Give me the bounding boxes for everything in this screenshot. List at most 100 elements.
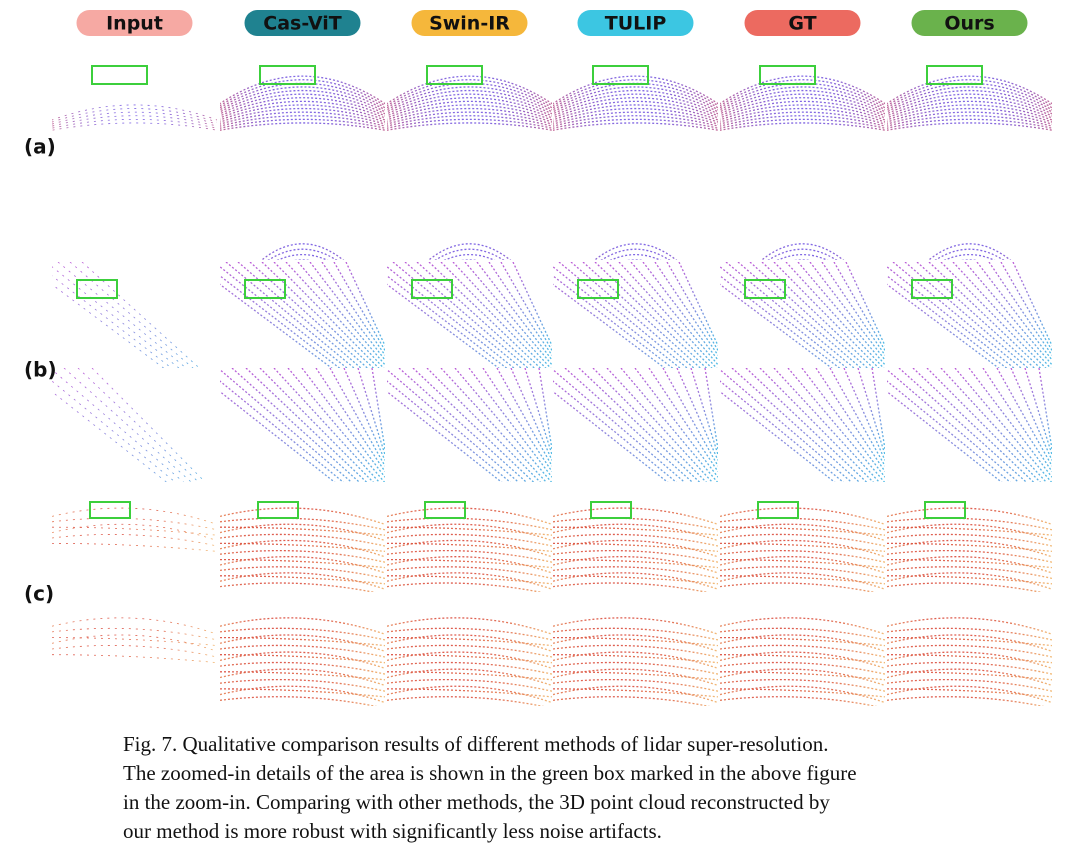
scan-line <box>482 368 552 472</box>
scan-line <box>553 556 718 574</box>
scan-line <box>553 523 718 542</box>
scan-line <box>200 282 405 360</box>
scan-line <box>220 111 385 125</box>
scan-line <box>387 100 552 119</box>
point-cloud <box>387 75 552 131</box>
scan-line <box>553 86 718 111</box>
scan-line <box>867 265 1072 353</box>
zoom-panel <box>760 243 845 260</box>
scan-line <box>387 265 515 368</box>
point-cloud <box>220 75 385 131</box>
scan-line <box>720 390 836 482</box>
scan-line <box>887 265 1015 368</box>
scan-line <box>200 265 405 353</box>
scan-line <box>720 526 885 536</box>
scan-line <box>857 368 885 455</box>
scan-line <box>220 523 385 542</box>
highlight-box <box>89 501 131 519</box>
scan-line <box>887 104 1052 121</box>
scan-line <box>634 368 718 478</box>
scan-line <box>510 368 552 461</box>
scan-line <box>220 651 385 670</box>
highlight-box <box>759 65 816 85</box>
scan-line <box>761 262 875 368</box>
scan-line <box>387 390 503 482</box>
scan-line <box>52 517 217 531</box>
scan-line <box>220 556 385 574</box>
scan-line <box>200 292 405 362</box>
scan-line <box>620 368 718 482</box>
scan-line <box>553 696 711 706</box>
scan-line <box>476 262 552 361</box>
scan-line <box>720 507 885 526</box>
scan-line <box>220 582 376 592</box>
scan-line <box>867 282 1072 360</box>
scan-line <box>32 287 237 361</box>
point-cloud <box>760 243 845 260</box>
highlight-box <box>411 279 453 299</box>
overview-panel <box>52 501 217 552</box>
overview-panel <box>387 262 552 368</box>
overview-panel <box>220 65 385 131</box>
scan-line <box>387 368 520 482</box>
scan-line <box>720 111 885 125</box>
scan-line <box>720 122 885 131</box>
point-cloud <box>887 617 1052 706</box>
scan-line <box>387 558 552 569</box>
scan-line <box>52 115 217 127</box>
scan-line <box>553 542 718 553</box>
zoom-panel <box>387 368 552 482</box>
scan-line <box>606 262 713 368</box>
scan-line <box>887 582 1043 592</box>
scan-line <box>533 314 738 370</box>
scan-line <box>720 696 878 706</box>
scan-line <box>737 262 862 368</box>
point-cloud <box>553 368 718 482</box>
point-cloud <box>52 368 206 482</box>
scan-line <box>976 262 1052 361</box>
scan-line <box>220 668 385 687</box>
scan-line <box>220 86 385 111</box>
scan-line <box>259 368 375 482</box>
overview-panel <box>220 501 385 592</box>
scan-line <box>533 265 738 353</box>
scan-line <box>387 539 552 558</box>
scan-line <box>496 368 552 467</box>
scan-line <box>720 107 885 123</box>
overview-panel <box>887 501 1052 592</box>
scan-line <box>609 254 662 260</box>
highlight-box <box>924 501 966 519</box>
scan-line <box>220 696 378 706</box>
point-cloud <box>367 243 572 366</box>
scan-line <box>940 262 1047 368</box>
scan-line <box>553 507 718 526</box>
scan-line <box>720 582 876 592</box>
scan-line <box>387 122 552 131</box>
point-cloud <box>52 617 217 664</box>
point-cloud <box>553 507 718 592</box>
highlight-box <box>590 501 632 519</box>
scan-line <box>387 542 552 553</box>
scan-line <box>220 104 385 121</box>
scan-line <box>52 380 176 482</box>
zoom-panel <box>720 368 885 482</box>
scan-line <box>553 651 718 670</box>
scan-line <box>52 391 167 482</box>
scan-line <box>533 271 738 356</box>
scan-line <box>867 303 1072 366</box>
scan-line <box>367 303 572 366</box>
scan-line <box>676 368 718 461</box>
scan-line <box>648 368 718 472</box>
scan-line <box>943 254 996 260</box>
scan-line <box>996 368 1052 467</box>
scan-line <box>538 368 552 450</box>
scan-line <box>91 368 206 482</box>
zoom-panel <box>553 368 718 482</box>
point-cloud <box>720 507 885 592</box>
zoom-panel <box>32 287 237 370</box>
scan-line <box>887 115 1052 127</box>
point-cloud <box>720 262 885 368</box>
zoom-panel <box>720 617 885 706</box>
scan-line <box>600 248 671 260</box>
